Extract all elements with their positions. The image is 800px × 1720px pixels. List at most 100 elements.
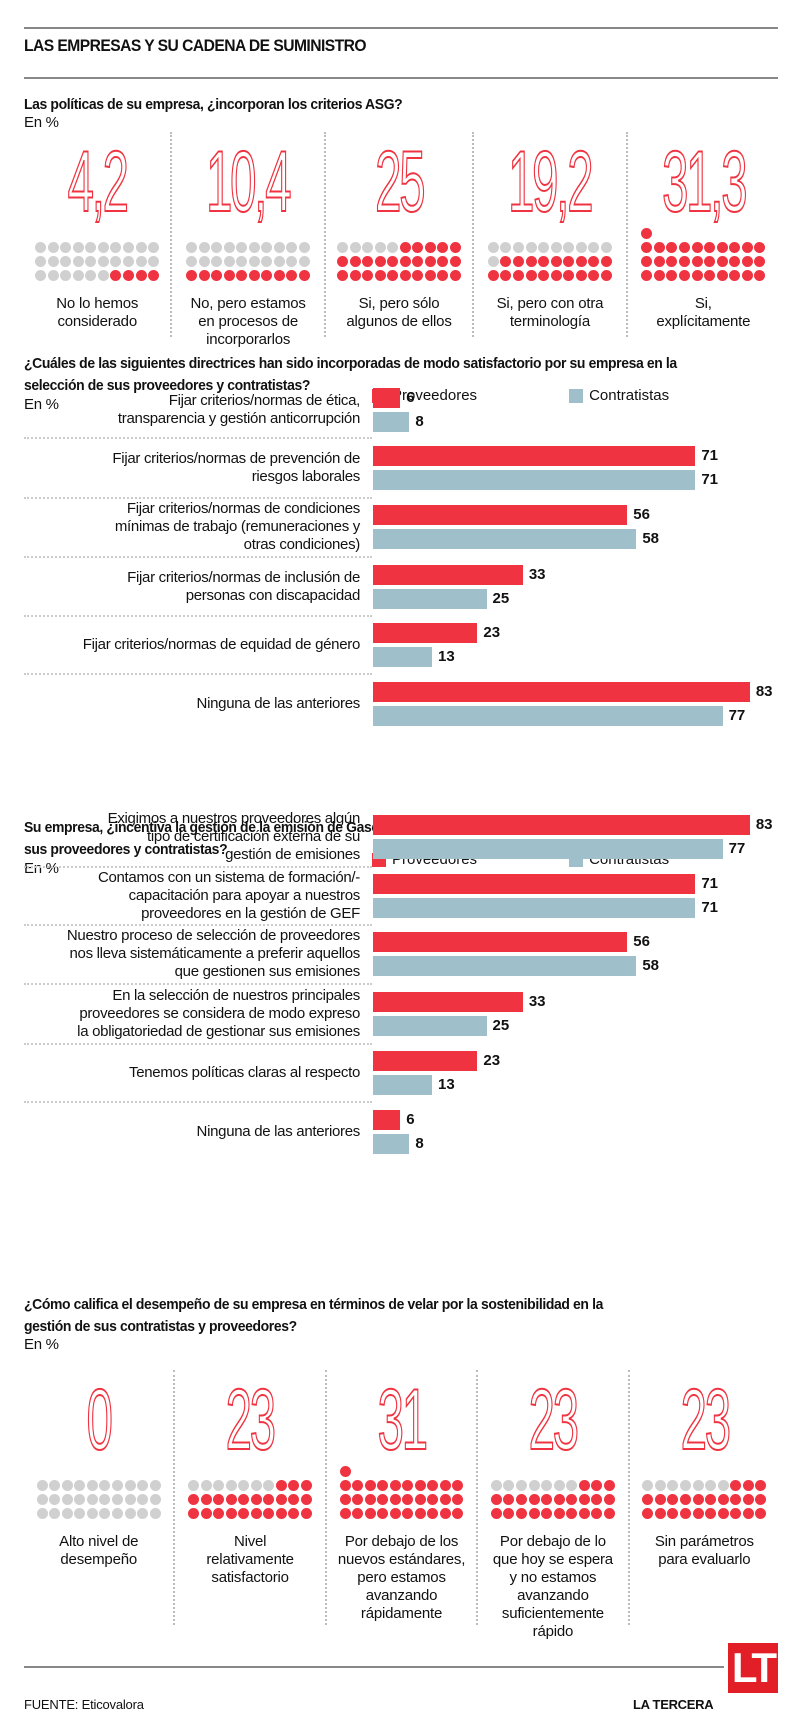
bar-contratistas [373,529,637,549]
dot-grid [188,1480,313,1521]
category-label: Sin parámetros para evaluarlo [630,1533,779,1569]
value-label-proveedores: 71 [701,875,719,892]
dot-filled [500,270,512,281]
category-label-line: rápidamente [360,1604,443,1622]
dot-filled [528,1494,540,1505]
dot-filled [741,270,753,281]
dot-empty [74,1494,86,1505]
dot-filled [374,270,386,281]
dot-filled [449,256,461,267]
dot-filled [299,270,311,281]
category-label-line: terminología [509,312,590,330]
dot-row [188,1480,313,1493]
dot-filled-extra [641,228,653,239]
category-label-line: Ninguna de las anteriores [196,1123,361,1140]
pictogram-column: 31 Por debajo de los nuevos estándares, per… [324,1370,476,1625]
bar-contratistas [373,898,696,918]
dot-empty [85,270,97,281]
dot-filled [238,1494,250,1505]
dot-empty [149,1494,161,1505]
row-separator [24,673,372,675]
dot-filled [198,270,210,281]
dot-filled [741,242,753,253]
big-value: 10,4 [206,134,293,230]
dot-filled [250,1494,262,1505]
dot-filled [337,256,349,267]
dot-row [188,1508,313,1521]
dot-filled [730,1508,742,1519]
dot-filled [575,256,587,267]
q1-question: Las políticas de su empresa, ¿incorporan… [24,96,403,113]
dot-filled [516,1494,528,1505]
dot-filled-extra [339,1466,351,1477]
dot-filled [550,270,562,281]
value-label-proveedores: 6 [406,389,415,406]
dot-row [339,1494,464,1507]
value-label-contratistas: 71 [701,899,719,916]
dot-empty [36,1494,48,1505]
dot-row [186,256,311,269]
value-label-contratistas: 77 [728,840,746,857]
dot-filled [263,1494,275,1505]
dot-empty [111,1508,123,1519]
category-label-line: Fijar criterios/normas de ética, [168,392,361,409]
dot-empty [528,1480,540,1491]
dot-filled [352,1480,364,1491]
bar-proveedores [373,1110,401,1130]
category-label-line: pero estamos [357,1568,446,1586]
dot-empty [500,242,512,253]
dot-empty [200,1480,212,1491]
dot-filled [716,256,728,267]
dot-row [186,242,311,255]
dot-empty [490,1480,502,1491]
dot-filled [729,242,741,253]
dot-empty [642,1480,654,1491]
category-label: Por debajo de lo que hoy se espera y no es… [478,1533,627,1641]
dot-filled [754,256,766,267]
dot-empty [223,256,235,267]
dot-filled [541,1494,553,1505]
dot-empty [74,1480,86,1491]
dot-empty [137,1508,149,1519]
dot-filled [439,1480,451,1491]
dot-grid [36,1480,161,1521]
category-label-line: avanzando [517,1586,589,1604]
category-label-line: rápido [532,1622,574,1640]
category-label: Fijar criterios/normas de equidad de gén… [24,636,361,654]
dot-filled [377,1480,389,1491]
dot-empty [299,242,311,253]
row-separator [24,983,372,985]
dot-filled [288,1494,300,1505]
dot-filled [538,270,550,281]
dot-filled [414,1494,426,1505]
dot-filled [578,1480,590,1491]
dot-empty [97,256,109,267]
dot-filled [402,1494,414,1505]
dot-filled [716,270,728,281]
category-label: No lo hemos considerado [24,295,170,331]
q3-question-line-2: sus proveedores y contratistas? [24,841,228,858]
dot-empty [123,256,135,267]
dot-filled [223,270,235,281]
dot-grid [186,242,311,283]
dot-row [337,270,461,283]
dot-empty [600,242,612,253]
category-label-line: Alto nivel de [59,1532,139,1550]
q4-question-line-1: ¿Cómo califica el desempeño de su empres… [24,1296,603,1313]
category-label-line: avanzando [365,1586,438,1604]
dot-filled [679,1494,691,1505]
row-separator [24,924,372,926]
dot-empty [110,242,122,253]
category-label: Nivel relativamente satisfactorio [175,1533,324,1587]
big-value: 23 [528,1372,580,1468]
dot-filled [741,256,753,267]
category-label-line: que gestionen sus emisiones [174,963,361,980]
dot-filled [591,1508,603,1519]
dot-empty [211,256,223,267]
dot-empty [248,242,260,253]
pictogram-column: 23 Por debajo de lo que hoy se espera y no … [476,1370,627,1640]
dot-row [487,256,612,269]
q4-pictogram: 0 Alto nivel de desempeño 23 Nivel relativame… [24,1370,779,1640]
dot-empty [97,270,109,281]
legend-swatch-blue [569,388,584,403]
